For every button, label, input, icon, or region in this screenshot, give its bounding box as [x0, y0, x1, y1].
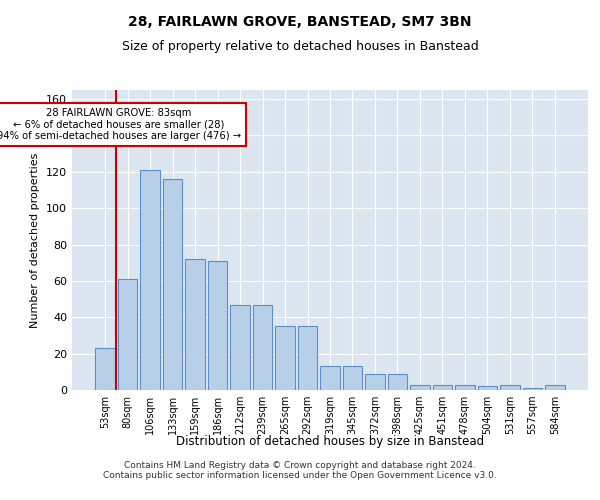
Bar [163, 179, 182, 390]
Bar [275, 326, 295, 390]
Text: 28, FAIRLAWN GROVE, BANSTEAD, SM7 3BN: 28, FAIRLAWN GROVE, BANSTEAD, SM7 3BN [128, 15, 472, 29]
Bar [185, 259, 205, 390]
Bar [410, 384, 430, 390]
Bar [298, 326, 317, 390]
Bar [118, 279, 137, 390]
Bar [388, 374, 407, 390]
Bar [478, 386, 497, 390]
Text: Contains HM Land Registry data © Crown copyright and database right 2024.
Contai: Contains HM Land Registry data © Crown c… [103, 460, 497, 480]
Bar [365, 374, 385, 390]
Bar [545, 384, 565, 390]
Bar [230, 304, 250, 390]
Bar [140, 170, 160, 390]
Bar [343, 366, 362, 390]
Bar [95, 348, 115, 390]
Text: Size of property relative to detached houses in Banstead: Size of property relative to detached ho… [122, 40, 478, 53]
Y-axis label: Number of detached properties: Number of detached properties [31, 152, 40, 328]
Bar [320, 366, 340, 390]
Text: 28 FAIRLAWN GROVE: 83sqm
← 6% of detached houses are smaller (28)
94% of semi-de: 28 FAIRLAWN GROVE: 83sqm ← 6% of detache… [0, 108, 241, 142]
Bar [500, 384, 520, 390]
Bar [433, 384, 452, 390]
Bar [253, 304, 272, 390]
Bar [208, 261, 227, 390]
Bar [455, 384, 475, 390]
Bar [523, 388, 542, 390]
Text: Distribution of detached houses by size in Banstead: Distribution of detached houses by size … [176, 435, 484, 448]
